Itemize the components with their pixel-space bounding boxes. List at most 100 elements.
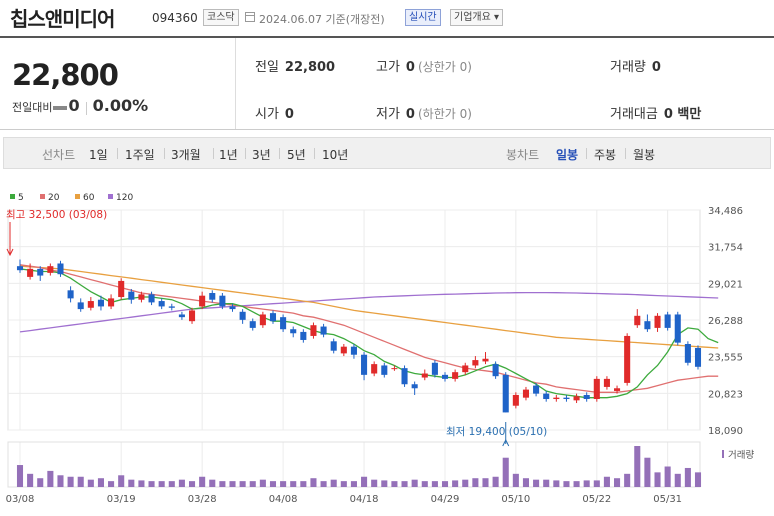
volume-bar: [533, 479, 540, 487]
x-axis-labels: 03/08 03/19 03/28 04/08 04/18 04/29 05/10 05/22…: [6, 494, 682, 505]
volume-bar: [350, 481, 357, 487]
candle-body: [320, 326, 327, 335]
y-tick-label: 26,288: [708, 316, 743, 327]
chart-toolbar: 선차트 1일 1주일 3개월 1년 3년 5년 10년 봉차트 일봉 주봉 월봉: [3, 137, 771, 169]
candle-body: [654, 315, 661, 328]
candle-body: [593, 378, 600, 400]
volume-bar: [178, 479, 185, 487]
candle-body: [128, 291, 135, 300]
volume-bar: [361, 476, 368, 487]
candle-body: [624, 335, 631, 383]
candle-body: [118, 280, 125, 298]
period-3m[interactable]: 3개월: [171, 148, 201, 162]
candle-body: [330, 341, 337, 351]
candle-weekly[interactable]: 주봉: [594, 148, 617, 162]
candle-body: [462, 365, 469, 373]
volume-bar: [441, 481, 449, 487]
candle-body: [371, 364, 378, 374]
volume-bar: [97, 478, 104, 487]
stat-low: 저가 0 (하한가 0): [376, 103, 472, 122]
volume-bar: [421, 481, 428, 487]
y-tick-label: 34,486: [708, 206, 743, 217]
candle-body: [553, 397, 560, 400]
candle-body: [573, 396, 580, 401]
toolbar-pipe: [245, 148, 246, 159]
y-tick-label: 20,823: [708, 389, 743, 400]
volume-bar: [593, 480, 600, 487]
volume-bar: [259, 479, 266, 487]
legend-swatch-60: [75, 194, 80, 199]
candle-body: [259, 314, 266, 326]
volume-bar: [614, 478, 621, 487]
volume-bar: [563, 481, 570, 487]
candle-body: [27, 268, 34, 277]
candle-body: [421, 373, 428, 378]
volume-bar: [280, 481, 287, 487]
volume-bar: [77, 476, 84, 487]
candle-body: [97, 299, 104, 307]
volume-bar: [16, 465, 24, 487]
candle-monthly[interactable]: 월봉: [633, 148, 656, 162]
stat-prev-close: 전일 22,800: [255, 56, 335, 75]
volume-bar: [219, 481, 226, 487]
period-1d[interactable]: 1일: [89, 148, 108, 162]
volume-bar: [239, 481, 246, 487]
candle-body: [16, 266, 24, 271]
ma20-line: [19, 264, 719, 393]
y-tick-label: 23,555: [708, 353, 743, 364]
volume-bar: [644, 457, 651, 487]
candle-body: [441, 374, 449, 379]
candle-body: [249, 321, 256, 328]
volume-bar: [553, 480, 560, 487]
candle-body: [280, 317, 287, 330]
company-overview-button[interactable]: 기업개요 ▾: [450, 9, 503, 26]
volume-bars: 거래량: [16, 446, 754, 487]
candle-daily[interactable]: 일봉: [556, 148, 579, 162]
ma5-line: [19, 268, 719, 399]
stat-value: 0: [405, 60, 415, 75]
candle-body: [148, 294, 155, 303]
volume-bar: [148, 481, 155, 487]
candle-chart-label: 봉차트: [506, 148, 540, 162]
volume-bar: [158, 481, 165, 487]
y-axis-labels: 34,486 31,754 29,021 26,288 23,555 20,823 18,0…: [708, 206, 743, 437]
volume-bar: [472, 478, 479, 487]
period-1y[interactable]: 1년: [219, 148, 238, 162]
volume-bar: [199, 476, 206, 487]
price-panel: 22,800 전일대비 0 0.00%: [0, 38, 774, 130]
stat-value: 22,800: [284, 60, 336, 75]
candle-body: [634, 315, 641, 326]
x-tick-label: 05/31: [653, 494, 682, 505]
period-3y[interactable]: 3년: [252, 148, 271, 162]
x-tick-label: 05/22: [582, 494, 611, 505]
candle-body: [543, 393, 550, 400]
period-1w[interactable]: 1주일: [125, 148, 155, 162]
period-5y[interactable]: 5년: [287, 148, 306, 162]
candle-body: [482, 358, 489, 362]
volume-label: 거래량: [728, 449, 754, 461]
x-tick-label: 04/08: [269, 494, 298, 505]
candle-body: [401, 368, 408, 385]
candle-body: [108, 298, 115, 307]
stat-label: 거래량: [610, 60, 646, 75]
flat-icon: [53, 106, 68, 110]
candle-body: [340, 346, 347, 354]
candles: [16, 259, 702, 413]
realtime-button[interactable]: 실시간: [405, 9, 441, 26]
period-10y[interactable]: 10년: [322, 148, 349, 162]
candle-body: [684, 343, 691, 363]
volume-bar: [431, 481, 438, 487]
legend-label-60: 60: [83, 193, 95, 203]
candle-body: [199, 295, 206, 307]
low-annotation-arrow: [502, 438, 510, 447]
volume-bar: [87, 479, 94, 487]
volume-bar: [310, 478, 317, 487]
calendar-icon: [245, 12, 255, 22]
toolbar-pipe: [213, 148, 214, 159]
candle-body: [563, 397, 570, 400]
x-tick-label: 03/19: [107, 494, 136, 505]
volume-bar: [462, 479, 469, 487]
volume-bar: [188, 481, 196, 487]
volume-bar: [522, 478, 530, 487]
toolbar-pipe: [164, 148, 165, 159]
